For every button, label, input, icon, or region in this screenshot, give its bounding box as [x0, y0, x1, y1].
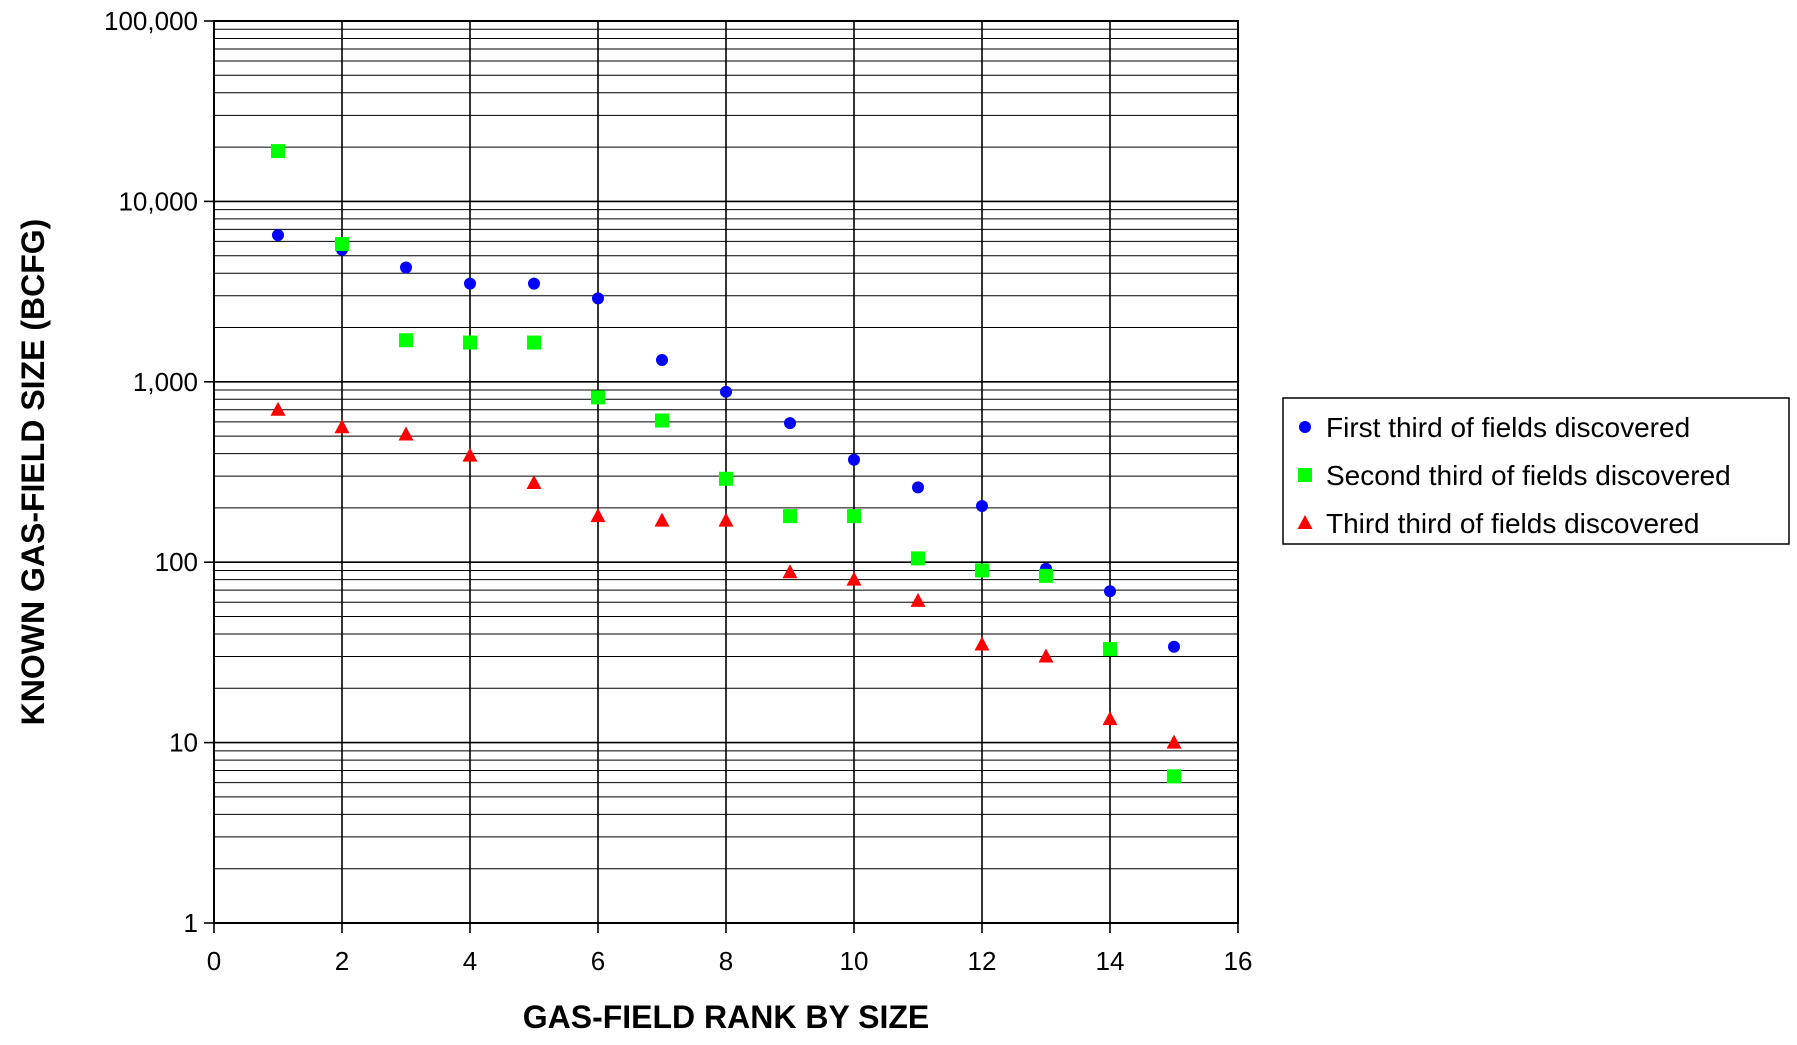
data-point — [398, 426, 414, 441]
data-point — [720, 385, 732, 398]
data-point — [912, 481, 924, 494]
data-point — [1166, 734, 1182, 749]
legend: First third of fields discovered Second t… — [1282, 397, 1790, 545]
x-tick-label: 12 — [968, 946, 997, 976]
y-tick-label: 10,000 — [118, 186, 198, 216]
data-point — [1167, 769, 1181, 784]
data-point — [464, 277, 476, 290]
grid — [213, 21, 1239, 924]
y-tick-label: 10 — [169, 728, 198, 758]
x-axis-title: GAS-FIELD RANK BY SIZE — [523, 999, 930, 1035]
series-2 — [271, 144, 1181, 784]
data-point — [654, 512, 670, 527]
data-point — [462, 447, 478, 462]
data-point — [784, 417, 796, 430]
data-point — [272, 229, 284, 242]
x-tick-label: 6 — [591, 946, 605, 976]
series-3 — [270, 401, 1182, 749]
data-point — [528, 277, 540, 290]
data-point — [334, 419, 350, 434]
data-point — [655, 413, 669, 428]
data-point — [335, 237, 349, 252]
legend-entry: First third of fields discovered — [1326, 412, 1690, 443]
data-point — [975, 563, 989, 578]
y-tick-label: 100 — [155, 547, 198, 577]
data-point — [270, 401, 286, 416]
y-tick-label: 100,000 — [104, 6, 198, 36]
data-point — [591, 390, 605, 405]
data-point — [848, 453, 860, 466]
data-point — [1103, 642, 1117, 657]
data-point — [656, 354, 668, 367]
data-point — [526, 474, 542, 489]
data-point — [782, 564, 798, 579]
y-tick-label: 1 — [184, 908, 198, 938]
x-tick-label: 14 — [1096, 946, 1125, 976]
data-point — [974, 636, 990, 651]
data-point — [719, 471, 733, 486]
axis-ticks: 1 10 100 1,000 10,000 100,000 0 2 4 6 8 10 12 14 16 — [104, 6, 1252, 976]
data-point — [271, 144, 285, 159]
y-axis-title: KNOWN GAS-FIELD SIZE (BCFG) — [15, 219, 51, 726]
data-point — [846, 571, 862, 586]
data-point — [592, 292, 604, 305]
x-tick-label: 10 — [840, 946, 869, 976]
data-point — [911, 551, 925, 566]
data-point — [463, 335, 477, 350]
data-point — [847, 509, 861, 524]
data-point — [1102, 711, 1118, 726]
data-point — [1168, 640, 1180, 653]
legend-box — [1282, 397, 1790, 545]
data-point — [399, 333, 413, 348]
data-point — [1038, 648, 1054, 663]
data-point — [527, 335, 541, 350]
data-point — [400, 261, 412, 274]
y-tick-label: 1,000 — [133, 367, 198, 397]
data-points — [270, 144, 1182, 784]
legend-marker — [1297, 515, 1313, 529]
legend-entry: Second third of fields discovered — [1326, 460, 1731, 491]
data-point — [976, 499, 988, 512]
x-tick-label: 0 — [207, 946, 221, 976]
x-tick-label: 4 — [463, 946, 477, 976]
legend-marker — [1298, 468, 1312, 482]
x-tick-label: 8 — [719, 946, 733, 976]
legend-entry: Third third of fields discovered — [1326, 508, 1700, 539]
data-point — [590, 508, 606, 523]
data-point — [718, 512, 734, 527]
x-tick-label: 16 — [1224, 946, 1253, 976]
data-point — [1104, 585, 1116, 598]
legend-marker — [1299, 421, 1311, 433]
data-point — [1039, 568, 1053, 583]
data-point — [910, 592, 926, 607]
x-tick-label: 2 — [335, 946, 349, 976]
data-point — [783, 509, 797, 524]
